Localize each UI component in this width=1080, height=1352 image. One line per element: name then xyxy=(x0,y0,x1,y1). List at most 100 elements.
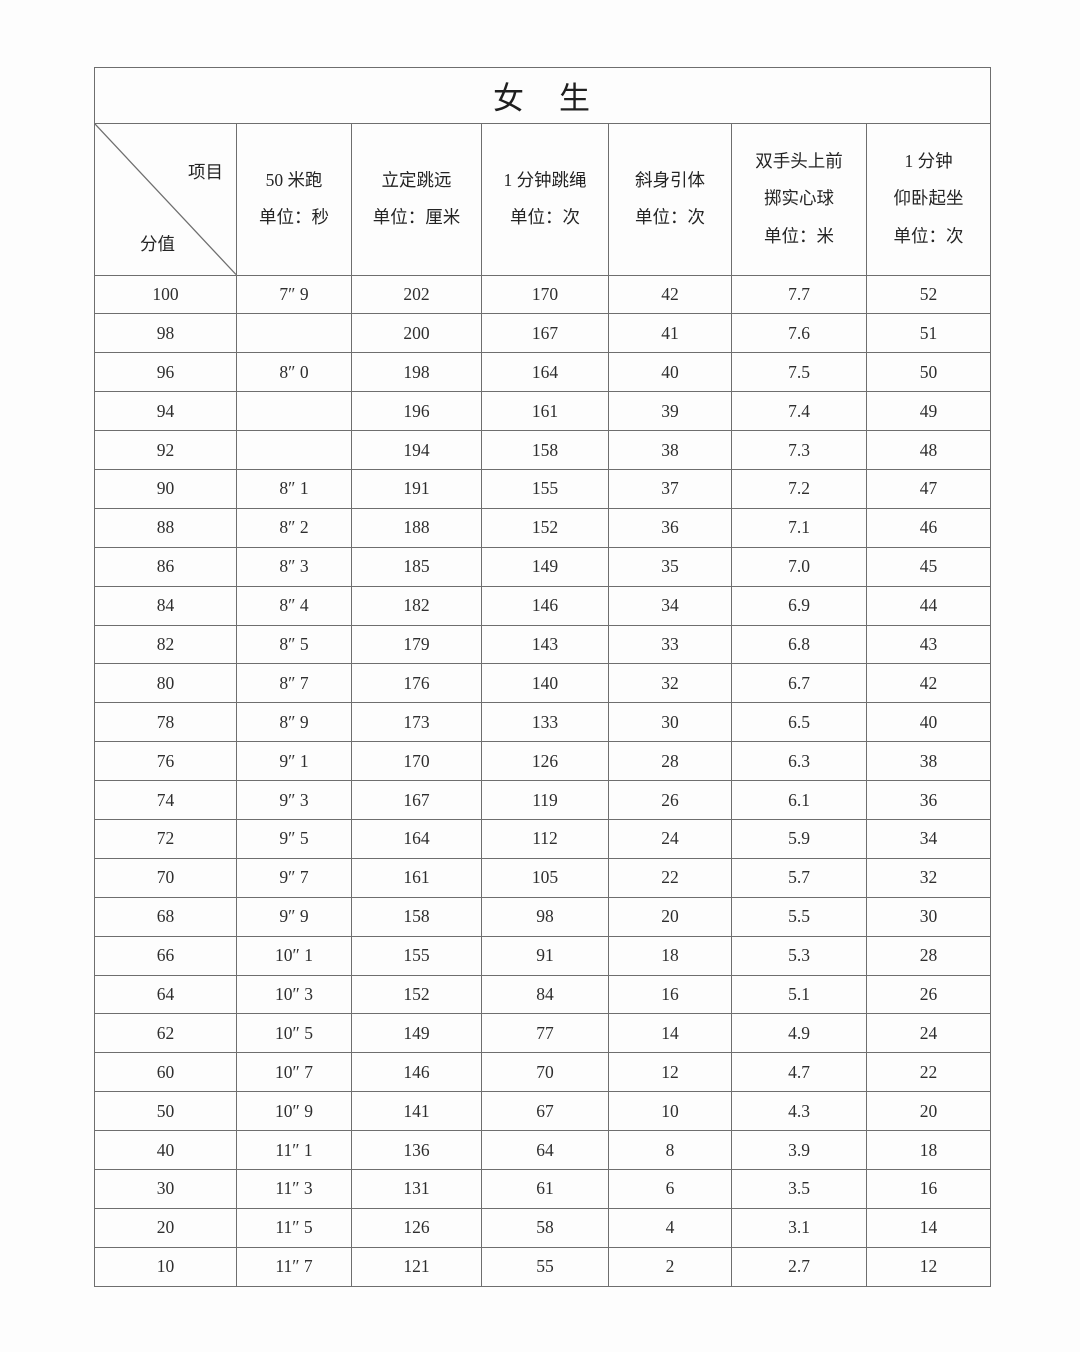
score-cell: 80 xyxy=(94,663,237,704)
medicine-ball-cell: 5.5 xyxy=(731,896,867,937)
run-50m-cell: 10″ 9 xyxy=(236,1091,352,1132)
rope-skipping-cell: 98 xyxy=(481,896,609,937)
rope-skipping-cell: 91 xyxy=(481,935,609,976)
score-cell: 86 xyxy=(94,546,237,587)
sit-up-cell: 24 xyxy=(865,1013,992,1054)
table-row: 50 10″ 9 141 67 10 4.3 20 xyxy=(94,1091,992,1132)
rope-skipping-cell: 55 xyxy=(481,1246,609,1287)
column-header-incline-pull-up: 斜身引体 单位：次 xyxy=(608,123,732,276)
table-row: 92 194 158 38 7.3 48 xyxy=(94,430,992,470)
table-row: 70 9″ 7 161 105 22 5.7 32 xyxy=(94,857,992,898)
rope-skipping-cell: 146 xyxy=(481,585,609,626)
sit-up-cell: 40 xyxy=(865,702,992,743)
score-cell: 30 xyxy=(94,1168,237,1209)
medicine-ball-cell: 6.7 xyxy=(731,663,867,704)
incline-pull-up-cell: 34 xyxy=(608,585,732,626)
standing-long-jump-cell: 141 xyxy=(351,1091,482,1132)
score-cell: 78 xyxy=(94,702,237,743)
medicine-ball-cell: 3.5 xyxy=(731,1168,867,1209)
medicine-ball-cell: 6.9 xyxy=(731,585,867,626)
incline-pull-up-cell: 6 xyxy=(608,1168,732,1209)
medicine-ball-cell: 7.3 xyxy=(731,430,867,470)
run-50m-cell: 9″ 9 xyxy=(236,896,352,937)
score-cell: 10 xyxy=(94,1246,237,1287)
incline-pull-up-cell: 16 xyxy=(608,974,732,1015)
score-cell: 64 xyxy=(94,974,237,1015)
run-50m-cell: 8″ 4 xyxy=(236,585,352,626)
medicine-ball-cell: 7.1 xyxy=(731,507,867,548)
run-50m-cell: 8″ 1 xyxy=(236,468,352,509)
score-cell: 50 xyxy=(94,1091,237,1132)
standing-long-jump-cell: 149 xyxy=(351,1013,482,1054)
run-50m-cell: 10″ 7 xyxy=(236,1052,352,1093)
run-50m-cell: 11″ 7 xyxy=(236,1246,352,1287)
standing-long-jump-cell: 146 xyxy=(351,1052,482,1093)
medicine-ball-cell: 2.7 xyxy=(731,1246,867,1287)
column-header-run-50m: 50 米跑 单位：秒 xyxy=(236,123,352,276)
score-cell: 68 xyxy=(94,896,237,937)
standing-long-jump-cell: 200 xyxy=(351,313,482,354)
medicine-ball-cell: 5.7 xyxy=(731,857,867,898)
standing-long-jump-cell: 155 xyxy=(351,935,482,976)
sit-up-cell: 28 xyxy=(865,935,992,976)
score-table-body: 100 7″ 9 202 170 42 7.7 52 98 200 167 41 7.6 51 96 8″ … xyxy=(94,274,992,1287)
rope-skipping-cell: 58 xyxy=(481,1207,609,1248)
standing-long-jump-cell: 196 xyxy=(351,391,482,432)
medicine-ball-cell: 6.3 xyxy=(731,741,867,782)
rope-skipping-cell: 167 xyxy=(481,313,609,354)
sit-up-cell: 45 xyxy=(865,546,992,587)
rope-skipping-cell: 112 xyxy=(481,818,609,859)
run-50m-cell xyxy=(236,391,352,432)
table-row: 94 196 161 39 7.4 49 xyxy=(94,391,992,432)
medicine-ball-cell: 5.1 xyxy=(731,974,867,1015)
medicine-ball-cell: 7.0 xyxy=(731,546,867,587)
incline-pull-up-cell: 8 xyxy=(608,1130,732,1170)
rope-skipping-cell: 133 xyxy=(481,702,609,743)
incline-pull-up-cell: 20 xyxy=(608,896,732,937)
medicine-ball-cell: 3.1 xyxy=(731,1207,867,1248)
incline-pull-up-cell: 14 xyxy=(608,1013,732,1054)
incline-pull-up-cell: 42 xyxy=(608,274,732,315)
table-row: 10 11″ 7 121 55 2 2.7 12 xyxy=(94,1246,992,1287)
run-50m-cell: 9″ 3 xyxy=(236,780,352,820)
rope-skipping-cell: 158 xyxy=(481,430,609,470)
standing-long-jump-cell: 173 xyxy=(351,702,482,743)
run-50m-cell: 8″ 0 xyxy=(236,352,352,393)
medicine-ball-cell: 3.9 xyxy=(731,1130,867,1170)
sit-up-cell: 18 xyxy=(865,1130,992,1170)
score-cell: 98 xyxy=(94,313,237,354)
table-title: 女 生 xyxy=(93,67,992,124)
standing-long-jump-cell: 191 xyxy=(351,468,482,509)
incline-pull-up-cell: 4 xyxy=(608,1207,732,1248)
score-cell: 40 xyxy=(94,1130,237,1170)
table-row: 60 10″ 7 146 70 12 4.7 22 xyxy=(94,1052,992,1093)
table-row: 90 8″ 1 191 155 37 7.2 47 xyxy=(94,468,992,509)
table-row: 72 9″ 5 164 112 24 5.9 34 xyxy=(94,818,992,859)
table-row: 30 11″ 3 131 61 6 3.5 16 xyxy=(94,1168,992,1209)
sit-up-cell: 12 xyxy=(865,1246,992,1287)
run-50m-cell: 8″ 9 xyxy=(236,702,352,743)
rope-skipping-cell: 77 xyxy=(481,1013,609,1054)
rope-skipping-cell: 164 xyxy=(481,352,609,393)
sit-up-cell: 42 xyxy=(865,663,992,704)
table-row: 40 11″ 1 136 64 8 3.9 18 xyxy=(94,1130,992,1170)
standing-long-jump-cell: 126 xyxy=(351,1207,482,1248)
sit-up-cell: 22 xyxy=(865,1052,992,1093)
run-50m-cell: 11″ 1 xyxy=(236,1130,352,1170)
run-50m-cell: 8″ 5 xyxy=(236,624,352,665)
run-50m-cell: 9″ 1 xyxy=(236,741,352,782)
medicine-ball-cell: 7.2 xyxy=(731,468,867,509)
run-50m-cell: 11″ 5 xyxy=(236,1207,352,1248)
run-50m-cell: 10″ 3 xyxy=(236,974,352,1015)
score-cell: 66 xyxy=(94,935,237,976)
score-cell: 94 xyxy=(94,391,237,432)
rope-skipping-cell: 84 xyxy=(481,974,609,1015)
score-cell: 76 xyxy=(94,741,237,782)
incline-pull-up-cell: 38 xyxy=(608,430,732,470)
table-row: 80 8″ 7 176 140 32 6.7 42 xyxy=(94,663,992,704)
incline-pull-up-cell: 28 xyxy=(608,741,732,782)
standing-long-jump-cell: 161 xyxy=(351,857,482,898)
column-header-rope-skipping: 1 分钟跳绳 单位：次 xyxy=(481,123,609,276)
rope-skipping-cell: 126 xyxy=(481,741,609,782)
